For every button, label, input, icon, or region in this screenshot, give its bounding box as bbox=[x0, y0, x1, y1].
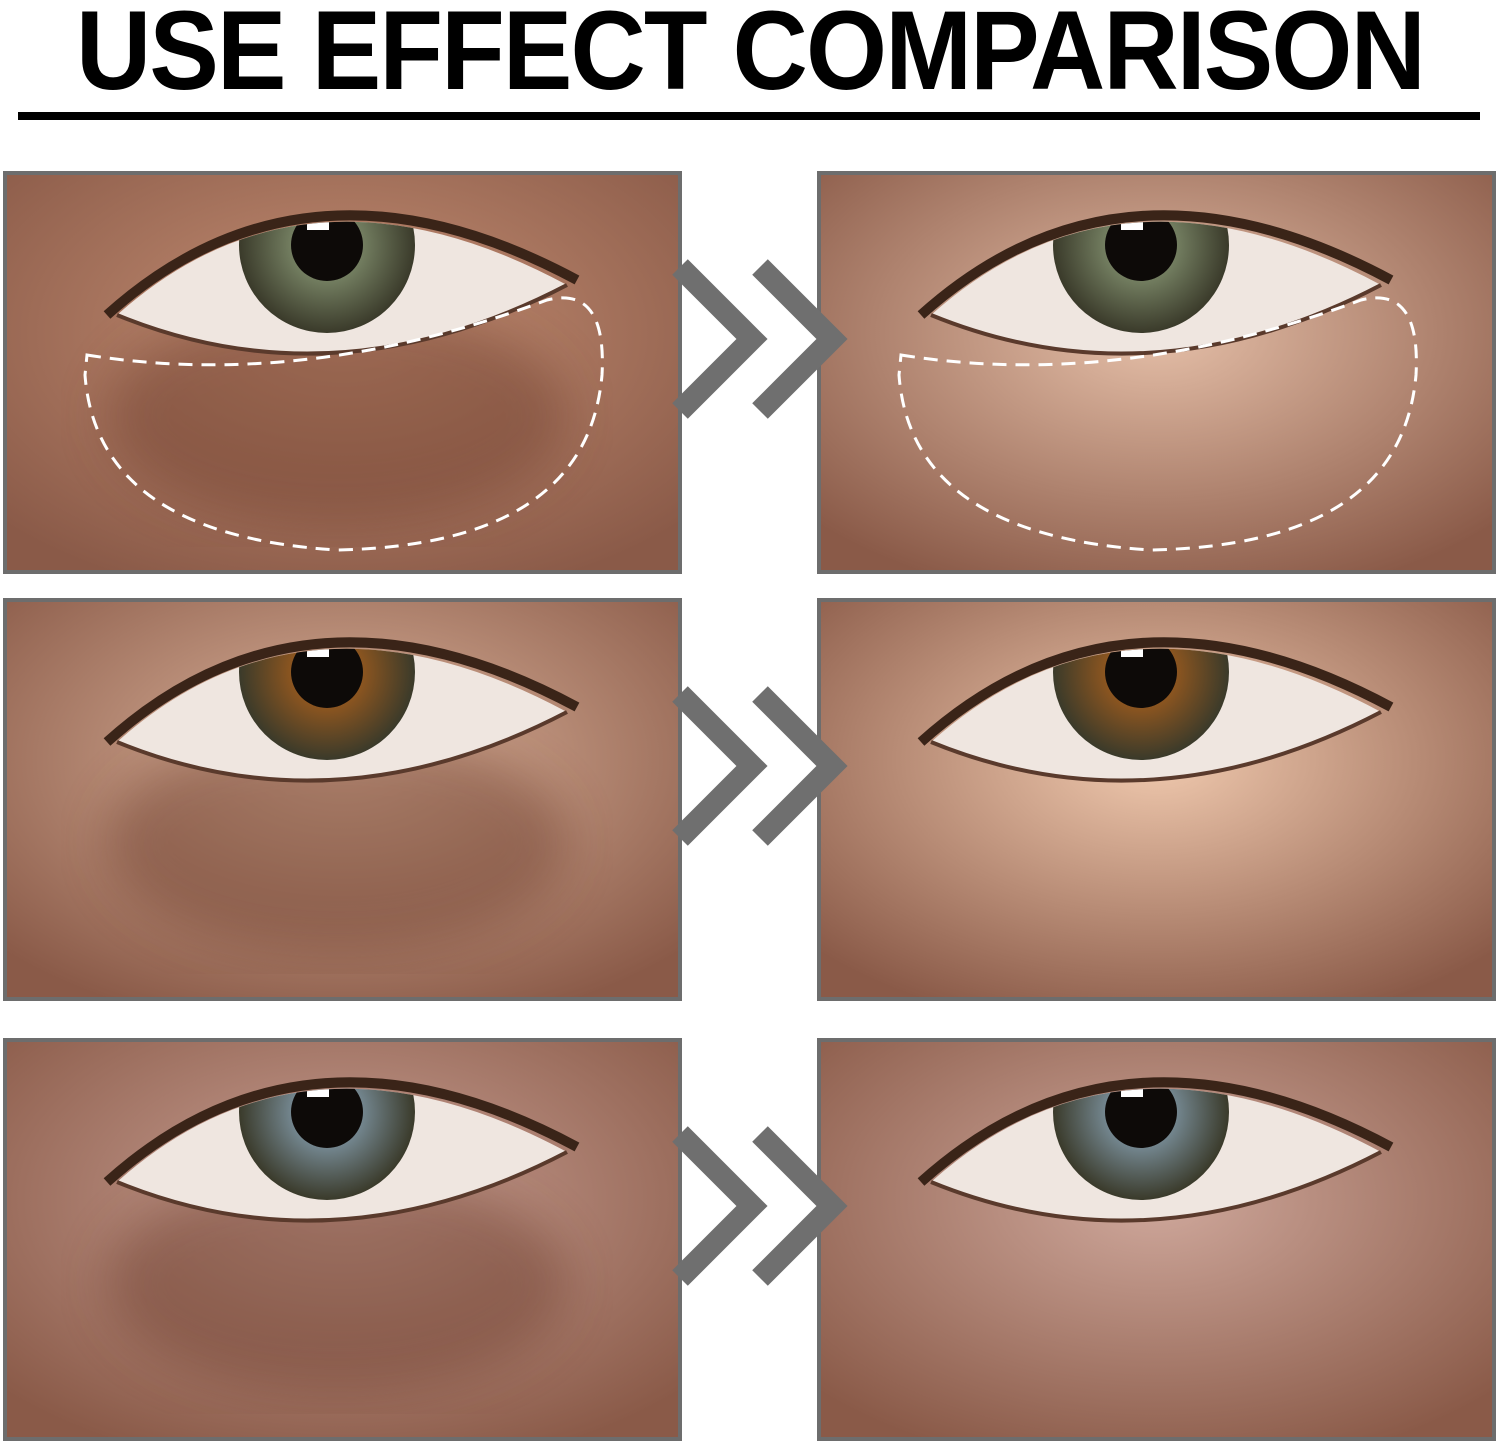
after-photo-1 bbox=[817, 171, 1496, 574]
double-chevron-right-icon bbox=[660, 1120, 860, 1300]
eye-photo bbox=[7, 602, 678, 997]
title-underline bbox=[18, 112, 1480, 120]
eye-photo bbox=[7, 1042, 678, 1437]
after-photo-3 bbox=[817, 1038, 1496, 1441]
eye-photo bbox=[821, 602, 1492, 997]
chevron-right-icon bbox=[672, 1126, 768, 1286]
chevron-right-icon bbox=[752, 1126, 848, 1286]
eye-photo bbox=[821, 175, 1492, 570]
chevron-right-icon bbox=[752, 686, 848, 846]
chevron-right-icon bbox=[752, 259, 848, 419]
chevron-right-icon bbox=[672, 259, 768, 419]
double-chevron-right-icon bbox=[660, 253, 860, 433]
before-photo-3 bbox=[3, 1038, 682, 1441]
before-photo-2 bbox=[3, 598, 682, 1001]
eye-photo bbox=[821, 1042, 1492, 1437]
treatment-area-outline bbox=[83, 296, 604, 552]
before-photo-1 bbox=[3, 171, 682, 574]
treatment-area-outline bbox=[897, 296, 1418, 552]
double-chevron-right-icon bbox=[660, 680, 860, 860]
chevron-right-icon bbox=[672, 686, 768, 846]
after-photo-2 bbox=[817, 598, 1496, 1001]
page-title: USE EFFECT COMPARISON bbox=[76, 0, 1426, 113]
eye-photo bbox=[7, 175, 678, 570]
